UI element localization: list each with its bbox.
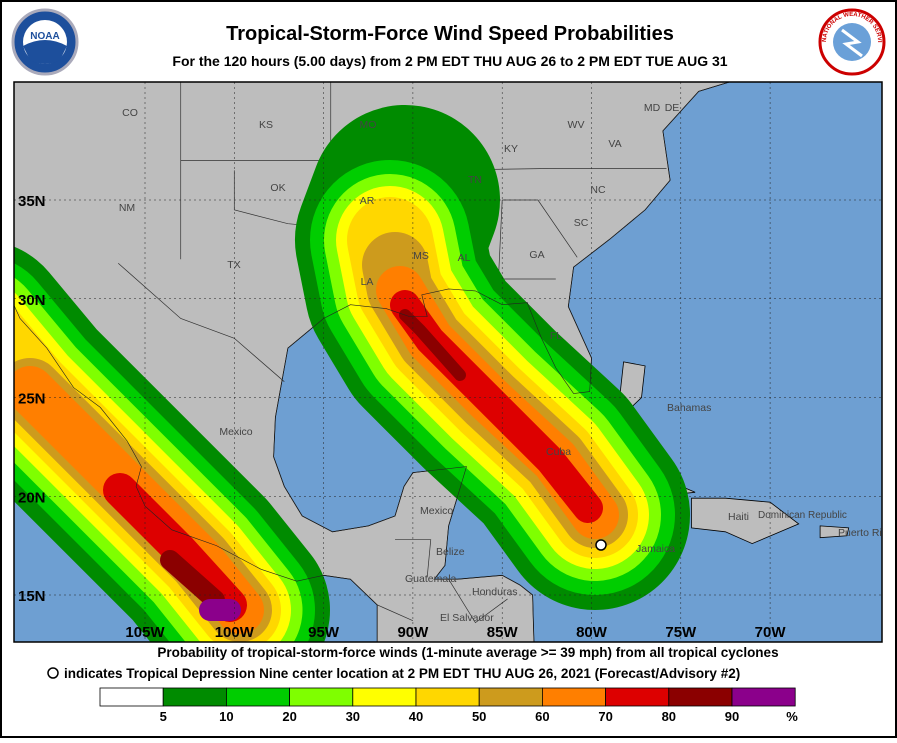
legend: 5 10 20 30 40 50 60 70 80 90%: [99, 687, 798, 724]
place-label: WV: [568, 119, 585, 131]
place-label: Guatemala: [405, 573, 457, 585]
legend-tick-label: 70: [598, 709, 612, 724]
latitude-label: 35N: [18, 193, 46, 210]
subtitle: For the 120 hours (5.00 days) from 2 PM …: [172, 53, 727, 69]
border: [117, 262, 285, 382]
place-label: KS: [259, 119, 273, 131]
place-label: KY: [504, 143, 518, 155]
longitude-label: 105W: [125, 624, 165, 641]
legend-swatch: [289, 687, 354, 707]
legend-swatch: [352, 687, 417, 707]
legend-swatch: [478, 687, 543, 707]
place-label: MS: [413, 250, 429, 262]
center-symbol: [47, 667, 59, 679]
place-label: MD: [644, 102, 661, 114]
longitude-label: 85W: [487, 624, 519, 641]
place-label: Bahamas: [667, 402, 711, 414]
legend-tick-label: 20: [282, 709, 296, 724]
legend-swatch: [162, 687, 227, 707]
place-label: Mexico: [219, 426, 252, 438]
place-label: OK: [270, 182, 285, 194]
longitude-label: 80W: [576, 624, 608, 641]
latitude-label: 30N: [18, 292, 46, 309]
legend-tick-label: 60: [535, 709, 549, 724]
place-label: AL: [458, 252, 471, 264]
latitude-label: 25N: [18, 391, 46, 408]
place-label: NC: [590, 184, 606, 196]
land: [691, 497, 800, 545]
place-label: Puerto Rico: [838, 527, 893, 539]
place-label: MO: [360, 119, 377, 131]
place-label: Haiti: [728, 511, 749, 523]
probability-swath: [399, 309, 466, 381]
place-label: Cuba: [546, 446, 571, 458]
legend-tick-label: 30: [346, 709, 360, 724]
place-label: SC: [574, 217, 589, 229]
title: Tropical-Storm-Force Wind Speed Probabil…: [226, 23, 674, 45]
legend-swatch: [668, 687, 733, 707]
place-label: FL: [550, 330, 562, 342]
caption-line: indicates Tropical Depression Nine cente…: [64, 666, 740, 681]
longitude-label: 100W: [215, 624, 255, 641]
place-label: Mexico: [420, 505, 453, 517]
place-label: El Salvador: [440, 612, 494, 624]
legend-tick-label: 5: [160, 709, 167, 724]
place-label: AR: [360, 195, 375, 207]
place-label: Dominican Republic: [758, 510, 847, 521]
legend-tick-label: 80: [662, 709, 676, 724]
place-label: NM: [119, 202, 135, 214]
probability-swath: [160, 550, 225, 610]
legend-swatch: [415, 687, 480, 707]
map-border: [13, 81, 883, 643]
legend-swatch: [605, 687, 670, 707]
caption-line: Probability of tropical-storm-force wind…: [157, 645, 778, 660]
legend-swatch: [542, 687, 607, 707]
latitude-label: 15N: [18, 588, 46, 605]
legend-tick-label: 10: [219, 709, 233, 724]
coastline: [14, 82, 731, 642]
place-label: Belize: [436, 546, 465, 558]
place-label: DE: [665, 102, 680, 114]
place-label: CO: [122, 107, 138, 119]
border: [395, 539, 432, 578]
legend-tick-label: 90: [725, 709, 739, 724]
place-label: Honduras: [472, 586, 518, 598]
place-label: GA: [529, 249, 544, 261]
latitude-label: 20N: [18, 489, 46, 506]
longitude-label: 95W: [308, 624, 340, 641]
noaa-logo: NOAA: [11, 8, 79, 76]
legend-swatch: [99, 687, 164, 707]
place-label: TN: [468, 174, 482, 186]
longitude-label: 70W: [755, 624, 787, 641]
longitude-label: 90W: [397, 624, 429, 641]
land: [819, 525, 850, 539]
place-label: VA: [608, 138, 621, 150]
legend-tick-label: 40: [409, 709, 423, 724]
place-label: TX: [227, 259, 240, 271]
place-label: Jamaica: [636, 543, 675, 555]
legend-unit: %: [786, 709, 798, 724]
logo-text: NOAA: [30, 31, 59, 42]
legend-tick-label: 50: [472, 709, 486, 724]
longitude-label: 75W: [665, 624, 697, 641]
map: CO KS MO KY WV VA MD DE NM OK TN NC AR SC TX MS AL GA LA FL…: [14, 82, 893, 642]
place-label: LA: [361, 276, 374, 288]
center-location: [595, 539, 607, 551]
border: [448, 579, 508, 624]
legend-swatch: [731, 687, 796, 707]
legend-swatch: [225, 687, 290, 707]
border: [377, 604, 414, 621]
